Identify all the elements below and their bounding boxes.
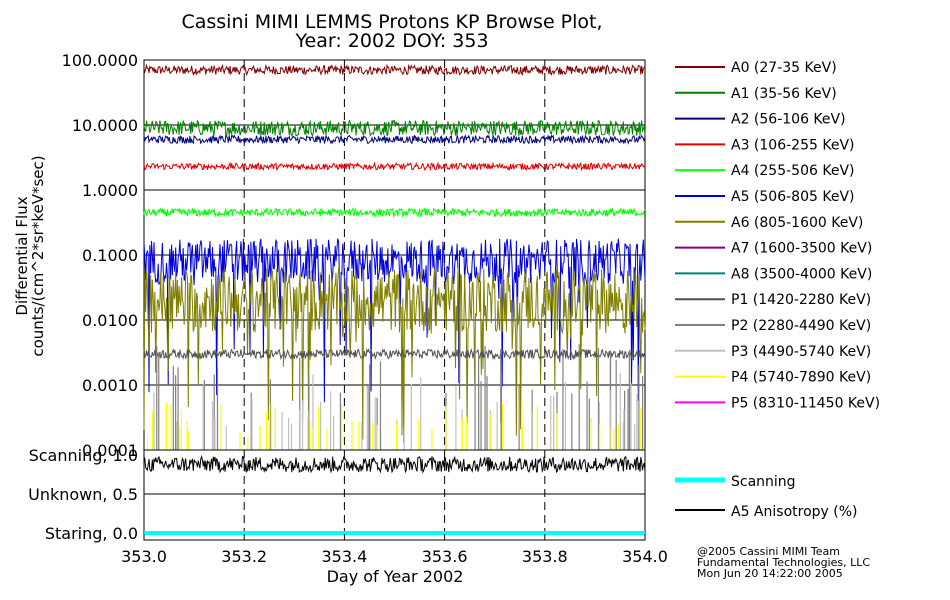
legend-item: A7 (1600-3500 KeV) [675,241,872,257]
legend-item: A8 (3500-4000 KeV) [675,266,872,282]
legend-item: A2 (56-106 KeV) [675,112,846,128]
y-tick-label: 0.0100 [82,311,138,330]
series-line [143,161,646,172]
chart-title-line1: Cassini MIMI LEMMS Protons KP Browse Plo… [181,11,602,33]
series-path [143,267,646,444]
legend-label: P4 (5740-7890 KeV) [731,370,871,386]
legend-item: A5 (506-805 KeV) [675,189,854,205]
legend-label: A1 (35-56 KeV) [731,86,837,102]
legend-item: P5 (8310-11450 KeV) [675,395,880,411]
series-line [143,207,646,219]
legend-label: A0 (27-35 KeV) [731,60,837,76]
y-tick-label: 0.0001 [82,441,138,460]
legend-item: A4 (255-506 KeV) [675,163,854,179]
series-path [143,347,646,361]
y-tick-label: 0.0010 [82,376,138,395]
legend-item: A3 (106-255 KeV) [675,137,854,153]
legend-label: A6 (805-1600 KeV) [731,215,863,231]
legend-label: P1 (1420-2280 KeV) [731,292,871,308]
legend-item: A6 (805-1600 KeV) [675,215,863,231]
legend-item: P4 (5740-7890 KeV) [675,370,871,386]
scan-plot-frame [143,449,646,541]
series-line [143,133,646,145]
series-path [143,119,646,137]
x-tick-label: 353.0 [121,547,167,566]
series-line [143,347,646,361]
legend-item: A5 Anisotropy (%) [675,504,858,520]
series-path [143,133,646,145]
legend-item: P1 (1420-2280 KeV) [675,292,871,308]
scan-tick-label: Staring, 0.0 [45,524,138,543]
footer-timestamp: Mon Jun 20 14:22:00 2005 [697,567,843,580]
series-path [143,207,646,219]
y-axis-label-line1: Differential Flux [13,196,31,315]
legend-label: P3 (4490-5740 KeV) [731,344,871,360]
flux-panel: 0.0001 0.0010 0.0100 0.1000 1.0000 10.0000 100… [62,51,646,460]
legend-label: A5 (506-805 KeV) [731,189,854,205]
x-tick-label: 353.4 [321,547,367,566]
legend-item: Scanning [675,474,796,490]
series-line [153,372,638,450]
series-line [146,400,642,450]
legend: A0 (27-35 KeV) A1 (35-56 KeV) A2 (56-106 K… [675,60,880,411]
series-line [156,344,644,450]
y-tick-label: 1.0000 [82,181,138,200]
footer-copyright: @2005 Cassini MIMI Team [697,545,840,558]
legend-label: P5 (8310-11450 KeV) [731,395,880,411]
x-tick-label: 354.0 [622,547,668,566]
legend-label: A8 (3500-4000 KeV) [731,266,872,282]
series-path [143,63,646,77]
y-tick-label: 10.0000 [72,116,138,135]
series-line [143,238,646,403]
x-axis-label: Day of Year 2002 [327,567,464,586]
legend-item: P2 (2280-4490 KeV) [675,318,871,334]
legend-lower: Scanning A5 Anisotropy (%) [675,474,858,520]
y-tick-label: 100.0000 [62,51,138,70]
legend-label: Scanning [731,474,796,490]
series-path [143,161,646,172]
y-axis-label: Differential Flux counts/(cm^2*sr*keV*se… [13,155,47,356]
legend-item: P3 (4490-5740 KeV) [675,344,871,360]
x-tick-label: 353.2 [221,547,267,566]
series-line [143,63,646,77]
series-path [143,238,646,403]
chart-title-line2: Year: 2002 DOY: 353 [294,30,488,52]
legend-label: A7 (1600-3500 KeV) [731,241,872,257]
legend-label: A5 Anisotropy (%) [731,504,858,520]
footer-company: Fundamental Technologies, LLC [697,556,870,569]
scan-tick-label: Unknown, 0.5 [28,485,138,504]
x-tick-label: 353.8 [522,547,568,566]
series-line [143,267,646,444]
legend-label: A2 (56-106 KeV) [731,112,846,128]
legend-item: A0 (27-35 KeV) [675,60,837,76]
anisotropy-trace [143,454,646,474]
scan-tick-label: Scanning, 1.0 [29,446,138,465]
y-axis-label-line2: counts/(cm^2*sr*keV*sec) [29,155,47,356]
series-line [143,119,646,137]
legend-item: A1 (35-56 KeV) [675,86,837,102]
y-tick-label: 0.1000 [82,246,138,265]
legend-label: A3 (106-255 KeV) [731,137,854,153]
scanning-panel: Staring, 0.0 Unknown, 0.5 Scanning, 1.0 353… [28,446,668,566]
legend-label: A4 (255-506 KeV) [731,163,854,179]
legend-label: P2 (2280-4490 KeV) [731,318,871,334]
x-tick-label: 353.6 [422,547,468,566]
